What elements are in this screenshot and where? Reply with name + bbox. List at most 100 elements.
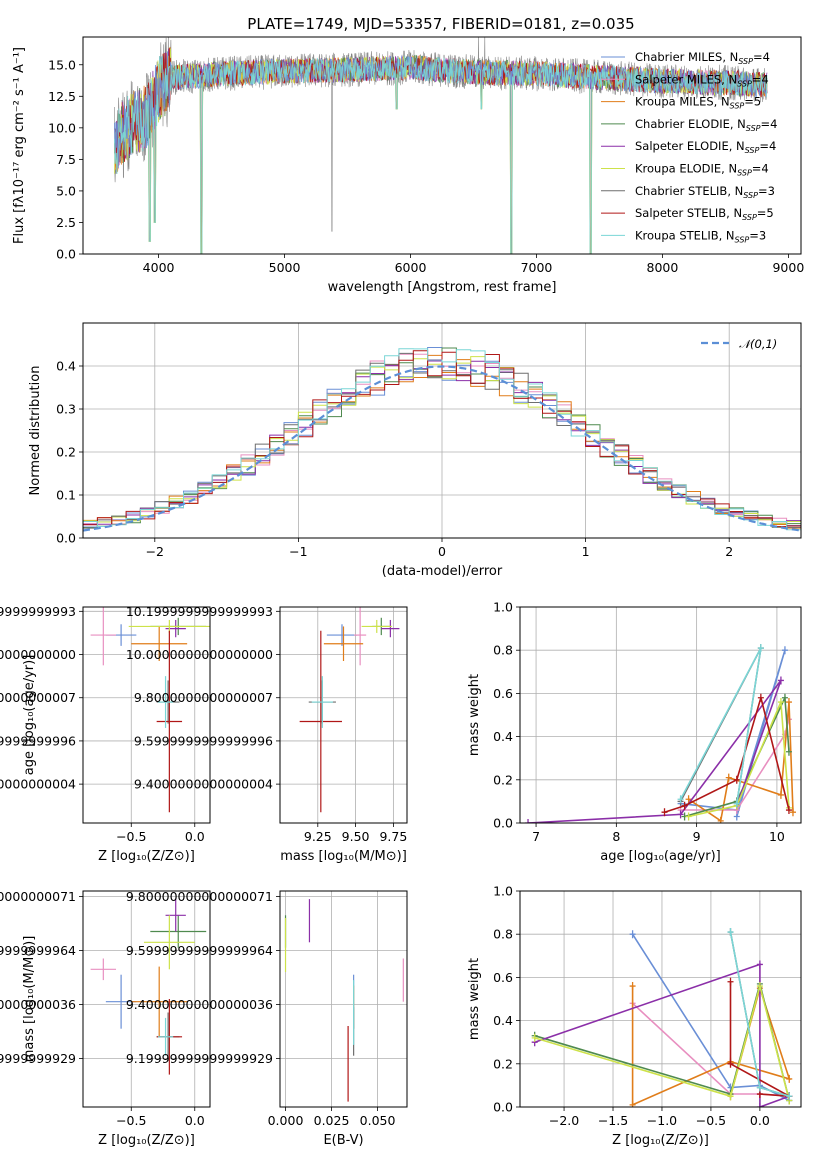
mass_vs_Z-xlabel: Z [log₁₀(Z/Z⊙)] (98, 1133, 195, 1148)
mass_vs_Z-xtick-label: −0.5 (116, 1113, 146, 1128)
mass_vs_EBV-ytick-label: 9.59999999999999964 (126, 943, 273, 958)
weight_vs_age-frame (519, 606, 802, 824)
weight_vs_Z-marker-8-1 (756, 1083, 763, 1092)
age_vs_mass-ytick-label: 10.1999999999999993 (126, 604, 273, 619)
spectrum-ylabel: Flux [fλ10⁻¹⁷ erg cm⁻² s⁻¹ A⁻¹] (12, 47, 27, 244)
weight_vs_age-ytick-label: 0.8 (493, 643, 513, 658)
age_vs_Z-plot-area (90, 607, 210, 813)
spectrum-xtick-label: 8000 (647, 260, 679, 275)
legend-label-5: Kroupa ELODIE, NSSP=4 (635, 162, 769, 178)
weight_vs_Z-plot-area (531, 928, 793, 1107)
spectrum-xtick-label: 5000 (269, 260, 301, 275)
mass_vs_EBV-frame (279, 890, 408, 1108)
weight_vs_age-marker-7-2 (733, 775, 740, 784)
weight_vs_age-panel: 7 8 9 10 0.0 0.2 0.4 0.6 0.8 1.0 age [log₁₀(age/yr… (467, 600, 802, 864)
weight_vs_Z-marker-2-3 (786, 1074, 793, 1083)
mass_vs_EBV-ytick-label: 9.40000000000000036 (126, 997, 273, 1012)
weight_vs_age-plot-area (525, 644, 796, 823)
weight_vs_age-marker-2-4 (785, 698, 792, 707)
age_vs_Z-panel: −0.5 0.0 9.4000000000000004 9.5999999999999… (0, 604, 211, 864)
weight_vs_age-marker-2-5 (789, 808, 796, 817)
residual_hist-ytick-label: 0.4 (56, 359, 76, 374)
mass_vs_Z-frame (82, 890, 211, 1108)
residual_hist-xtick-label: 0 (438, 544, 446, 559)
weight_vs_Z-ytick-label: 1.0 (493, 884, 513, 899)
age_vs_mass-frame (279, 606, 408, 824)
mass_vs_Z-panel: −0.5 0.0 9.19999999999999929 9.400000000000… (0, 889, 211, 1148)
weight_vs_Z-xtick-label: −1.0 (647, 1113, 677, 1128)
mass_vs_EBV-ytick-label: 9.80000000000000071 (126, 889, 273, 904)
residual_hist-ytick-label: 0.1 (56, 488, 76, 503)
weight_vs_age-xlabel: age [log₁₀(age/yr)] (600, 849, 721, 864)
mass_vs_EBV-panel: 0.000 0.025 0.050 9.19999999999999929 9.4000… (126, 889, 408, 1148)
weight_vs_Z-frame (519, 890, 802, 1108)
age_vs_mass-ytick-label: 10.0000000000000000 (126, 647, 273, 662)
weight_vs_age-marker-4-2 (777, 676, 784, 685)
normal-reference-curve (83, 365, 801, 532)
legend-label-4: Salpeter ELODIE, NSSP=4 (635, 139, 776, 155)
spectrum-ytick-label: 12.5 (48, 89, 76, 104)
weight_vs_Z-xtick-label: −2.0 (549, 1113, 579, 1128)
weight_vs_Z-series-line-7 (729, 981, 790, 1097)
weight_vs_age-marker-5-2 (777, 698, 784, 707)
weight_vs_Z-marker-4-2 (756, 1103, 763, 1107)
weight_vs_Z-marker-2-0 (629, 982, 636, 991)
residual_hist-frame (82, 322, 802, 539)
weight_vs_age-series-line-5 (688, 701, 790, 818)
weight_vs_Z-xtick-label: −0.5 (696, 1113, 726, 1128)
legend-label-2: Kroupa MILES, NSSP=5 (635, 95, 761, 111)
age_vs_mass-xtick-label: 9.25 (304, 829, 332, 844)
residual_hist-panel: −2 −1 0 1 2 0.0 0.1 0.2 0.3 0.4 (data-model)/error… (28, 322, 802, 579)
mass_vs_EBV-xtick-label: 0.050 (360, 1113, 396, 1128)
age_vs_Z-ylabel: age [log₁₀(age/yr)] (22, 655, 37, 776)
weight_vs_Z-marker-5-1 (727, 1092, 734, 1101)
mass_vs_Z-ylabel: mass [log₁₀(M/M⊙)] (22, 936, 37, 1063)
weight_vs_age-marker-2-1 (717, 816, 724, 823)
age_vs_Z-ytick-label: 10.0000000000000000 (0, 647, 76, 662)
mass_vs_EBV-xlabel: E(B-V) (323, 1133, 363, 1148)
age_vs_mass-xlabel: mass [log₁₀(M/M⊙)] (280, 849, 407, 864)
weight_vs_Z-marker-2-1 (629, 1100, 636, 1107)
residual_hist-ytick-label: 0.2 (56, 445, 76, 460)
weight_vs_Z-ytick-label: 0.0 (493, 1100, 513, 1115)
hist-legend-label: 𝒩(0,1) (739, 337, 777, 351)
spectrum-panel: 4000 5000 6000 7000 8000 9000 0.0 2.5 5.0 7.5 10.0… (12, 36, 804, 295)
weight_vs_Z-xtick-label: 0.0 (750, 1113, 770, 1128)
weight_vs_age-ytick-label: 1.0 (493, 600, 513, 615)
weight_vs_age-ytick-label: 0.2 (493, 772, 513, 787)
age_vs_Z-ytick-label: 9.4000000000000004 (0, 777, 76, 792)
weight_vs_age-marker-4-1 (677, 810, 684, 819)
weight_vs_Z-marker-5-0 (531, 1033, 538, 1042)
residual_hist-xtick-label: −1 (289, 544, 307, 559)
weight_vs_Z-panel: −2.0 −1.5 −1.0 −0.5 0.0 0.0 0.2 0.4 0.6 0.8 1.0 Z [… (467, 884, 802, 1148)
weight_vs_age-marker-2-3 (777, 790, 784, 799)
age_vs_mass-ytick-label: 9.8000000000000007 (134, 690, 273, 705)
spectrum-line-8 (114, 55, 768, 254)
hist-step-8 (83, 348, 801, 531)
residual_hist-xlabel: (data-model)/error (382, 564, 503, 579)
spectrum-ytick-label: 15.0 (48, 57, 76, 72)
weight_vs_age-marker-3-3 (785, 747, 792, 756)
weight_vs_age-marker-8-2 (733, 799, 740, 808)
legend-label-0: Chabrier MILES, NSSP=4 (635, 50, 770, 66)
spectrum-ytick-label: 7.5 (56, 152, 76, 167)
mass_vs_EBV-xtick-label: 0.000 (268, 1113, 304, 1128)
age_vs_Z-ytick-label: 10.1999999999999993 (0, 604, 76, 619)
mass_vs_Z-ytick-label: 9.59999999999999964 (0, 943, 76, 958)
weight_vs_age-marker-5-0 (685, 812, 692, 821)
legend-label-8: Kroupa STELIB, NSSP=3 (635, 228, 766, 244)
weight_vs_Z-ylabel: mass weight (467, 958, 482, 1040)
legend-label-6: Chabrier STELIB, NSSP=3 (635, 184, 775, 200)
weight_vs_Z-marker-0-0 (629, 930, 636, 939)
figure-title: PLATE=1749, MJD=53357, FIBERID=0181, z=0… (247, 15, 634, 33)
spectrum-xtick-label: 7000 (521, 260, 553, 275)
weight_vs_Z-marker-7-0 (727, 977, 734, 986)
age_vs_mass-panel: 9.25 9.50 9.75 9.4000000000000004 9.59999999… (126, 604, 408, 864)
age_vs_Z-xlabel: Z [log₁₀(Z/Z⊙)] (98, 849, 195, 864)
weight_vs_age-series-line-4 (527, 679, 782, 823)
age_vs_mass-ytick-label: 9.4000000000000004 (134, 777, 273, 792)
weight_vs_Z-marker-7-1 (727, 1059, 734, 1068)
weight_vs_age-marker-2-2 (725, 773, 732, 782)
weight_vs_Z-series-line-0 (631, 933, 790, 1102)
